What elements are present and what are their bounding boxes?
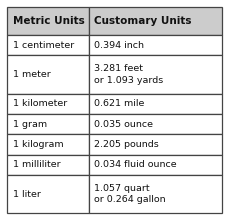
- Bar: [7, 7, 89, 35]
- Text: 0.621 mile: 0.621 mile: [94, 99, 145, 108]
- Bar: [89, 134, 222, 155]
- Bar: [89, 55, 222, 94]
- Text: 1 centimeter: 1 centimeter: [13, 41, 74, 50]
- Bar: [89, 175, 222, 213]
- Bar: [7, 114, 89, 134]
- Text: 1 gram: 1 gram: [13, 120, 47, 129]
- Bar: [7, 94, 89, 114]
- Bar: [89, 35, 222, 55]
- Text: 1 milliliter: 1 milliliter: [13, 160, 60, 169]
- Bar: [7, 134, 89, 155]
- Bar: [89, 155, 222, 175]
- Text: 2.205 pounds: 2.205 pounds: [94, 140, 159, 149]
- Text: 0.394 inch: 0.394 inch: [94, 41, 144, 50]
- Bar: [7, 175, 89, 213]
- Bar: [89, 94, 222, 114]
- Text: Metric Units: Metric Units: [13, 16, 84, 26]
- Text: 1 kilogram: 1 kilogram: [13, 140, 63, 149]
- Text: 1 meter: 1 meter: [13, 70, 50, 79]
- Bar: [89, 114, 222, 134]
- Text: 0.034 fluid ounce: 0.034 fluid ounce: [94, 160, 177, 169]
- Bar: [7, 35, 89, 55]
- Text: 1.057 quart
or 0.264 gallon: 1.057 quart or 0.264 gallon: [94, 184, 166, 204]
- Text: Customary Units: Customary Units: [94, 16, 192, 26]
- Bar: [7, 155, 89, 175]
- Bar: [89, 7, 222, 35]
- Text: 0.035 ounce: 0.035 ounce: [94, 120, 153, 129]
- Bar: [7, 55, 89, 94]
- Text: 3.281 feet
or 1.093 yards: 3.281 feet or 1.093 yards: [94, 64, 164, 84]
- Text: 1 liter: 1 liter: [13, 190, 41, 199]
- Text: 1 kilometer: 1 kilometer: [13, 99, 67, 108]
